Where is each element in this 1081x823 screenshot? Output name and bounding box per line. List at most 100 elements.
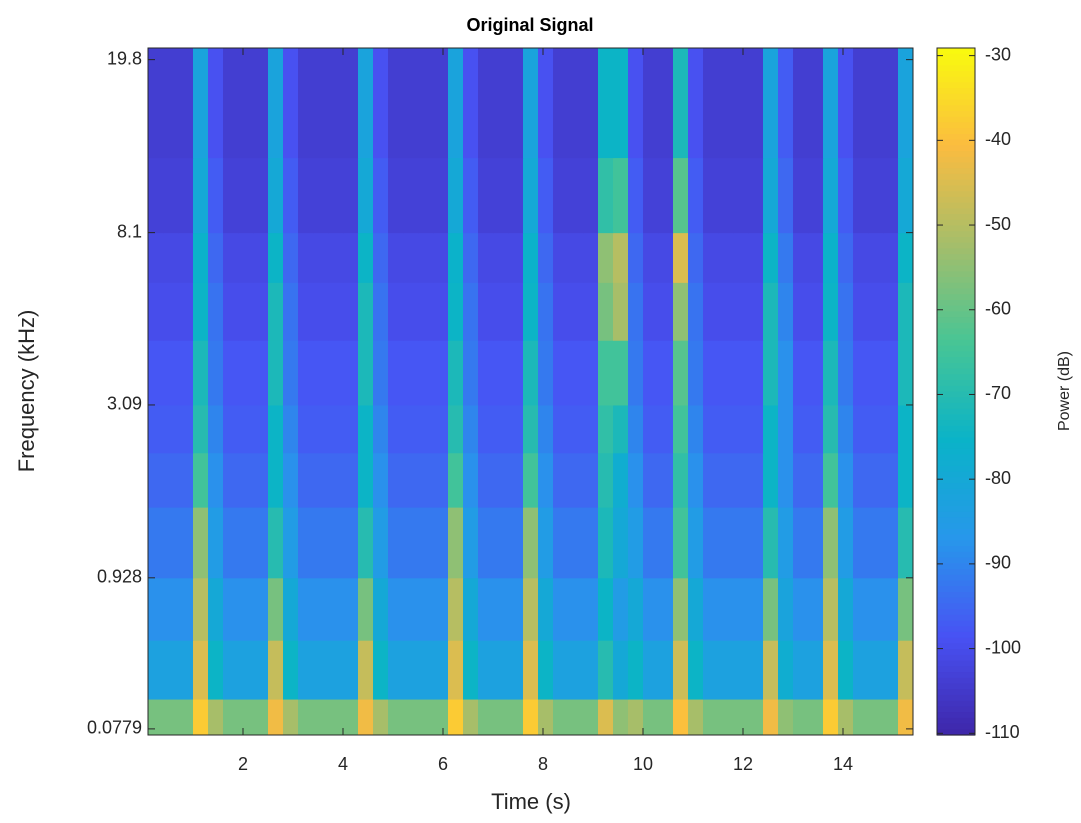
heatmap-cell <box>328 577 344 641</box>
heatmap-cell <box>178 232 194 283</box>
heatmap-cell <box>793 404 809 454</box>
heatmap-cell <box>223 48 239 159</box>
heatmap-cell <box>643 48 659 159</box>
heatmap-cell <box>748 282 764 341</box>
heatmap-cell <box>733 48 749 159</box>
heatmap-cell <box>268 157 284 234</box>
y-tick-label: 0.928 <box>97 567 142 587</box>
heatmap-cell <box>763 577 779 641</box>
x-tick-label: 14 <box>833 754 853 774</box>
colorbar-swatch <box>937 93 975 101</box>
colorbar-swatch <box>937 683 975 690</box>
heatmap-cell <box>838 640 854 700</box>
heatmap-cell <box>433 48 449 159</box>
heatmap-cell <box>178 452 194 508</box>
heatmap-cell <box>583 452 599 508</box>
heatmap-cell <box>613 577 629 641</box>
heatmap-cell <box>298 157 314 234</box>
heatmap-cell <box>823 577 839 641</box>
heatmap-cell <box>223 404 239 454</box>
heatmap-cell <box>523 404 539 454</box>
heatmap-cell <box>508 452 524 508</box>
heatmap-cell <box>373 699 389 736</box>
heatmap-cell <box>163 232 179 283</box>
heatmap-cell <box>418 48 434 159</box>
colorbar-swatch <box>937 82 975 89</box>
heatmap-cell <box>253 48 269 159</box>
heatmap-cell <box>418 282 434 341</box>
heatmap-cell <box>418 340 434 406</box>
heatmap-cell <box>253 282 269 341</box>
heatmap-cell <box>898 48 914 159</box>
heatmap-cell <box>523 282 539 341</box>
colorbar-tick-label: -90 <box>985 553 1011 573</box>
heatmap-cell <box>373 282 389 341</box>
heatmap-cell <box>328 232 344 283</box>
heatmap-cell <box>628 48 644 159</box>
heatmap-cell <box>838 282 854 341</box>
heatmap-cell <box>898 577 914 641</box>
colorbar-swatch <box>937 637 975 644</box>
heatmap-cell <box>193 232 209 283</box>
heatmap-cell <box>448 577 464 641</box>
heatmap-cell <box>868 48 884 159</box>
heatmap-cell <box>763 340 779 406</box>
colorbar-swatch <box>937 546 975 553</box>
heatmap-cell <box>673 157 689 234</box>
heatmap-cell <box>448 232 464 283</box>
heatmap-cell <box>208 699 224 736</box>
heatmap-cell <box>208 640 224 700</box>
colorbar-swatch <box>937 202 975 209</box>
heatmap-cell <box>658 340 674 406</box>
colorbar-swatch <box>937 425 975 433</box>
heatmap-cell <box>493 404 509 454</box>
heatmap-cell <box>808 282 824 341</box>
x-tick-label: 4 <box>338 754 348 774</box>
heatmap-cell <box>523 340 539 406</box>
heatmap-cell <box>538 232 554 283</box>
colorbar-swatch <box>937 448 975 456</box>
heatmap-cell <box>658 157 674 234</box>
colorbar-tick-label: -110 <box>985 722 1020 742</box>
heatmap-cell <box>883 577 899 641</box>
heatmap-cell <box>268 452 284 508</box>
heatmap-cell <box>478 507 494 579</box>
colorbar-swatch <box>937 311 975 318</box>
heatmap-cell <box>538 157 554 234</box>
heatmap-cell <box>163 699 179 736</box>
heatmap-cell <box>268 640 284 700</box>
heatmap-cell <box>208 340 224 406</box>
heatmap-cell <box>433 507 449 579</box>
heatmap-cell <box>823 232 839 283</box>
heatmap-cell <box>508 232 524 283</box>
colorbar-swatch <box>937 517 975 524</box>
colorbar-swatch <box>937 660 975 667</box>
heatmap-cell <box>193 699 209 736</box>
colorbar-swatch <box>937 712 975 719</box>
heatmap-cell <box>388 282 404 341</box>
heatmap-cell <box>808 507 824 579</box>
heatmap-cell <box>748 340 764 406</box>
heatmap-cell <box>253 157 269 234</box>
heatmap-cell <box>343 340 359 406</box>
heatmap-cell <box>778 452 794 508</box>
heatmap-cell <box>733 340 749 406</box>
heatmap-cell <box>793 640 809 700</box>
heatmap-cell <box>178 282 194 341</box>
heatmap-cell <box>553 577 569 641</box>
colorbar-swatch <box>937 494 975 501</box>
heatmap-cell <box>673 232 689 283</box>
heatmap-cell <box>823 340 839 406</box>
heatmap-cell <box>358 640 374 700</box>
heatmap-cell <box>478 232 494 283</box>
heatmap-cell <box>478 452 494 508</box>
colorbar-swatch <box>937 488 975 496</box>
heatmap-cell <box>313 577 329 641</box>
heatmap-cell <box>703 577 719 641</box>
heatmap-cell <box>853 232 869 283</box>
heatmap-cell <box>808 699 824 736</box>
heatmap-cell <box>463 48 479 159</box>
heatmap-cell <box>733 404 749 454</box>
heatmap-cell <box>478 157 494 234</box>
heatmap-cell <box>178 340 194 406</box>
